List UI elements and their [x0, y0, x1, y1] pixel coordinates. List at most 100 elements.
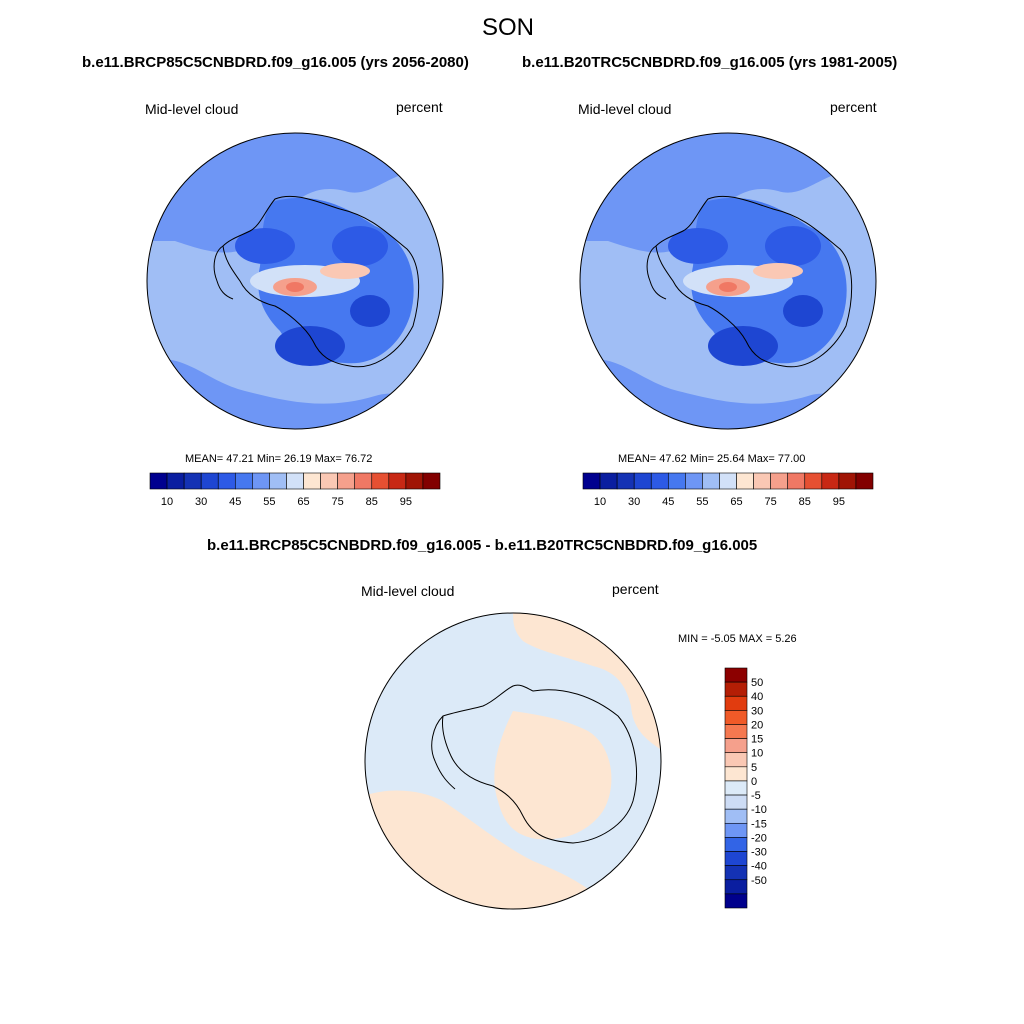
colorbar-tick-label: 15 — [751, 734, 763, 746]
colorbar-swatch — [770, 472, 789, 490]
diff-units-label: percent — [612, 581, 659, 597]
colorbar-swatch — [354, 472, 373, 490]
colorbar-tick-label: -10 — [751, 804, 767, 816]
colorbar-swatch — [724, 681, 748, 697]
colorbar-tick-label: 75 — [332, 496, 344, 508]
colorbar-swatch — [422, 472, 441, 490]
field-low-2 — [332, 226, 388, 266]
colorbar-swatch — [685, 472, 703, 490]
colorbar-tick-label: 45 — [229, 496, 241, 508]
colorbar-swatch — [719, 472, 737, 490]
colorbar-tick-label: 10 — [751, 748, 763, 760]
right-units-label: percent — [830, 99, 877, 115]
colorbar-swatch — [269, 472, 287, 490]
colorbar-swatch — [388, 472, 407, 490]
colorbar-swatch — [855, 472, 874, 490]
colorbar-tick-label: 0 — [751, 776, 757, 788]
season-title: SON — [482, 14, 535, 41]
colorbar-tick-label: 50 — [751, 677, 763, 689]
colorbar-tick-label: 40 — [751, 691, 763, 703]
colorbar-swatch — [787, 472, 806, 490]
colorbar-swatch — [217, 472, 236, 490]
colorbar-swatch — [724, 724, 748, 739]
diff-title: b.e11.BRCP85C5CNBDRD.f09_g16.005 - b.e11… — [207, 537, 758, 554]
colorbar-tick-label: -5 — [751, 790, 761, 802]
field-low-1 — [668, 228, 728, 264]
colorbar-swatch — [149, 472, 168, 490]
colorbar-swatch — [724, 667, 748, 683]
colorbar-swatch — [183, 472, 202, 490]
colorbar-swatch — [582, 472, 601, 490]
colorbar-swatch — [650, 472, 669, 490]
colorbar-swatch — [702, 472, 720, 490]
antarctica-coastline — [655, 195, 853, 368]
left-colorbar: 10 30 45 55 65 75 85 95 — [149, 472, 441, 508]
colorbar-tick-label: 45 — [662, 496, 674, 508]
colorbar-swatch — [821, 472, 840, 490]
colorbar-tick-label: -40 — [751, 861, 767, 873]
field-low-4 — [350, 295, 390, 327]
colorbar-swatch — [736, 472, 754, 490]
colorbar-swatch — [371, 472, 390, 490]
diff-variable-label: Mid-level cloud — [361, 583, 455, 599]
colorbar-tick-label: 10 — [594, 496, 606, 508]
colorbar-tick-label: 95 — [400, 496, 412, 508]
colorbar-swatch — [252, 472, 270, 490]
peninsula-coastline — [213, 245, 234, 300]
left-map-border — [146, 132, 444, 430]
field-band-north — [147, 133, 443, 253]
field-high-core — [719, 282, 737, 292]
colorbar-tick-label: 85 — [366, 496, 378, 508]
colorbar-swatch — [166, 472, 185, 490]
colorbar-swatch — [838, 472, 857, 490]
colorbar-swatch — [724, 837, 748, 852]
colorbar-swatch — [337, 472, 356, 490]
diff-map-border — [364, 612, 662, 910]
colorbar-tick-label: 10 — [161, 496, 173, 508]
colorbar-swatch — [753, 472, 771, 490]
left-case-title: b.e11.BRCP85C5CNBDRD.f09_g16.005 (yrs 20… — [82, 54, 469, 71]
field-high-core — [286, 282, 304, 292]
colorbar-swatch — [599, 472, 618, 490]
colorbar-tick-label: 65 — [297, 496, 309, 508]
field-low-3 — [708, 326, 778, 366]
colorbar-swatch — [286, 472, 304, 490]
field-low-1 — [235, 228, 295, 264]
antarctica-coastline — [442, 684, 638, 844]
field-high-1 — [753, 263, 803, 279]
colorbar-swatch — [724, 766, 748, 782]
colorbar-swatch — [724, 893, 748, 909]
colorbar-swatch — [724, 851, 748, 866]
field-band-north — [580, 133, 876, 253]
peninsula-coastline — [646, 245, 667, 300]
colorbar-tick-label: 95 — [833, 496, 845, 508]
colorbar-swatch — [724, 794, 748, 810]
antarctica-coastline — [222, 195, 420, 368]
colorbar-swatch — [724, 780, 748, 796]
colorbar-tick-label: 20 — [751, 719, 763, 731]
colorbar-tick-label: -30 — [751, 847, 767, 859]
colorbar-swatch — [633, 472, 652, 490]
peninsula-coastline — [431, 715, 456, 790]
colorbar-tick-label: -20 — [751, 832, 767, 844]
colorbar-swatch — [303, 472, 321, 490]
colorbar-swatch — [724, 879, 748, 895]
left-stats: MEAN= 47.21 Min= 26.19 Max= 76.72 — [185, 453, 373, 465]
left-variable-label: Mid-level cloud — [145, 101, 239, 117]
colorbar-tick-label: -15 — [751, 818, 767, 830]
diff-field-positive-2 — [494, 711, 612, 840]
colorbar-swatch — [667, 472, 686, 490]
field-low-3 — [275, 326, 345, 366]
colorbar-tick-label: 75 — [765, 496, 777, 508]
colorbar-tick-label: 65 — [730, 496, 742, 508]
colorbar-swatch — [200, 472, 219, 490]
left-map — [146, 132, 444, 430]
right-case-title: b.e11.B20TRC5CNBDRD.f09_g16.005 (yrs 198… — [522, 54, 898, 71]
colorbar-swatch — [724, 710, 748, 725]
field-high-1 — [320, 263, 370, 279]
colorbar-swatch — [320, 472, 338, 490]
colorbar-swatch — [724, 752, 748, 768]
right-map — [579, 132, 877, 430]
right-variable-label: Mid-level cloud — [578, 101, 672, 117]
